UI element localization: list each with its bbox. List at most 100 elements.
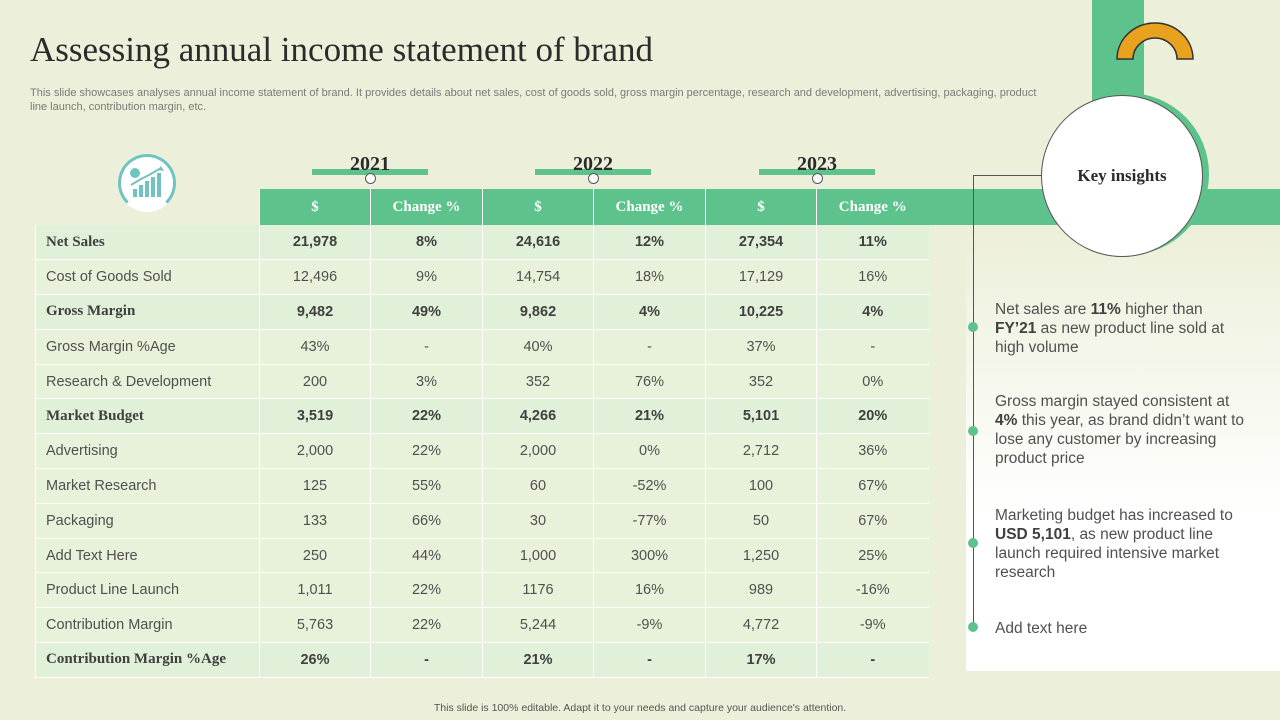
column-header: $ [482, 189, 594, 225]
table-cell: 125 [259, 468, 371, 504]
table-row: Contribution Margin 5,763 22% 5,244 -9% 4,772… [35, 607, 929, 644]
table-cell: 1176 [482, 572, 594, 609]
table-cell: 4,772 [705, 607, 817, 644]
table-row: Research & Development 200 3% 352 76% 352 0% [35, 364, 929, 400]
table-cell: 4% [816, 294, 929, 330]
year-label-2021: 2021 [350, 153, 390, 175]
table-cell: 1,011 [259, 572, 371, 609]
table-cell: 9% [370, 259, 483, 296]
table-cell: -16% [816, 572, 929, 609]
year-label-2023: 2023 [797, 153, 837, 175]
table-cell: 20% [816, 398, 929, 435]
table-cell: 2,712 [705, 433, 817, 470]
key-insights-circle: Key insights [1041, 95, 1203, 257]
column-header: Change % [816, 189, 929, 225]
table-cell: 21% [593, 398, 706, 435]
timeline-dot [968, 622, 978, 632]
table-header-row: $ Change % $ Change % $ Change % [36, 189, 929, 225]
table-cell: 8% [370, 225, 483, 261]
table-row: Gross Margin %Age 43% -40% -37% - [35, 329, 929, 365]
year-bar [312, 169, 428, 175]
table-cell: 4,266 [482, 398, 594, 435]
insight-item: Gross margin stayed consistent at 4% thi… [995, 393, 1245, 467]
table-cell: 43% [259, 329, 371, 365]
year-label-2022: 2022 [573, 153, 613, 175]
header-blank [36, 189, 260, 225]
row-label: Contribution Margin %Age [35, 642, 260, 678]
table-cell: 300% [593, 538, 706, 574]
column-header: $ [705, 189, 817, 225]
table-row: Net Sales 21,978 8% 24,616 12% 27,354 11% [35, 225, 929, 261]
table-cell: 9,482 [259, 294, 371, 330]
table-cell: 250 [259, 538, 371, 574]
year-dot [812, 173, 823, 184]
table-cell: 21% [482, 642, 594, 678]
table-cell: - [593, 642, 706, 678]
table-cell: 5,244 [482, 607, 594, 644]
table-cell: 12% [593, 225, 706, 261]
table-cell: 2,000 [482, 433, 594, 470]
table-cell: 49% [370, 294, 483, 330]
table-cell: 22% [370, 398, 483, 435]
table-cell: 67% [816, 503, 929, 539]
column-header: Change % [593, 189, 706, 225]
table-cell: 11% [816, 225, 929, 261]
year-bar [535, 169, 651, 175]
table-cell: -77% [593, 503, 706, 539]
table-cell: 352 [482, 364, 594, 400]
table-cell: 44% [370, 538, 483, 574]
row-label: Market Research [35, 468, 260, 504]
table-cell: 22% [370, 572, 483, 609]
table-cell: 1,250 [705, 538, 817, 574]
table-cell: 5,763 [259, 607, 371, 644]
table-cell: 1,000 [482, 538, 594, 574]
table-cell: 27,354 [705, 225, 817, 261]
timeline-dot [968, 322, 978, 332]
growth-chart-icon [118, 154, 176, 212]
table-cell: 25% [816, 538, 929, 574]
table-cell: - [370, 642, 483, 678]
year-bar [759, 169, 875, 175]
table-cell: 989 [705, 572, 817, 609]
table-cell: 17% [705, 642, 817, 678]
insight-item: Marketing budget has increased to USD 5,… [995, 507, 1233, 581]
table-cell: 3% [370, 364, 483, 400]
row-label: Net Sales [35, 225, 260, 261]
table-cell: 16% [593, 572, 706, 609]
table-cell: 18% [593, 259, 706, 296]
row-label: Add Text Here [35, 538, 260, 574]
table-row: Market Research 125 55% 60 -52% 100 67% [35, 468, 929, 504]
table-cell: -9% [593, 607, 706, 644]
table-cell: 17,129 [705, 259, 817, 296]
row-label: Product Line Launch [35, 572, 260, 609]
table-row: Product Line Launch 1,011 22% 1176 16% 989 -16… [35, 572, 929, 609]
year-dot [588, 173, 599, 184]
table-cell: - [816, 329, 929, 365]
table-row: Contribution Margin %Age 26% -21% -17% - [35, 642, 929, 678]
table-cell: 16% [816, 259, 929, 296]
key-insights-heading: Key insights [1077, 166, 1167, 185]
table-cell: 26% [259, 642, 371, 678]
column-header: Change % [370, 189, 483, 225]
table-cell: 66% [370, 503, 483, 539]
table-cell: 76% [593, 364, 706, 400]
insights-panel [966, 225, 1280, 671]
table-cell: 352 [705, 364, 817, 400]
table-row: Add Text Here 250 44% 1,000 300% 1,250 25% [35, 538, 929, 574]
timeline-dot [968, 538, 978, 548]
table-row: Packaging 133 66% 30 -77% 50 67% [35, 503, 929, 539]
table-cell: 10,225 [705, 294, 817, 330]
row-label: Market Budget [35, 398, 260, 435]
row-label: Research & Development [35, 364, 260, 400]
table-cell: 40% [482, 329, 594, 365]
table-cell: 4% [593, 294, 706, 330]
table-cell: 200 [259, 364, 371, 400]
table-cell: -9% [816, 607, 929, 644]
table-cell: 9,862 [482, 294, 594, 330]
table-cell: 133 [259, 503, 371, 539]
table-row: Cost of Goods Sold 12,496 9% 14,754 18% 17,12… [35, 259, 929, 296]
insight-item: Add text here [995, 620, 1088, 637]
connector-line [973, 175, 1042, 176]
table-cell: 14,754 [482, 259, 594, 296]
column-header: $ [259, 189, 371, 225]
